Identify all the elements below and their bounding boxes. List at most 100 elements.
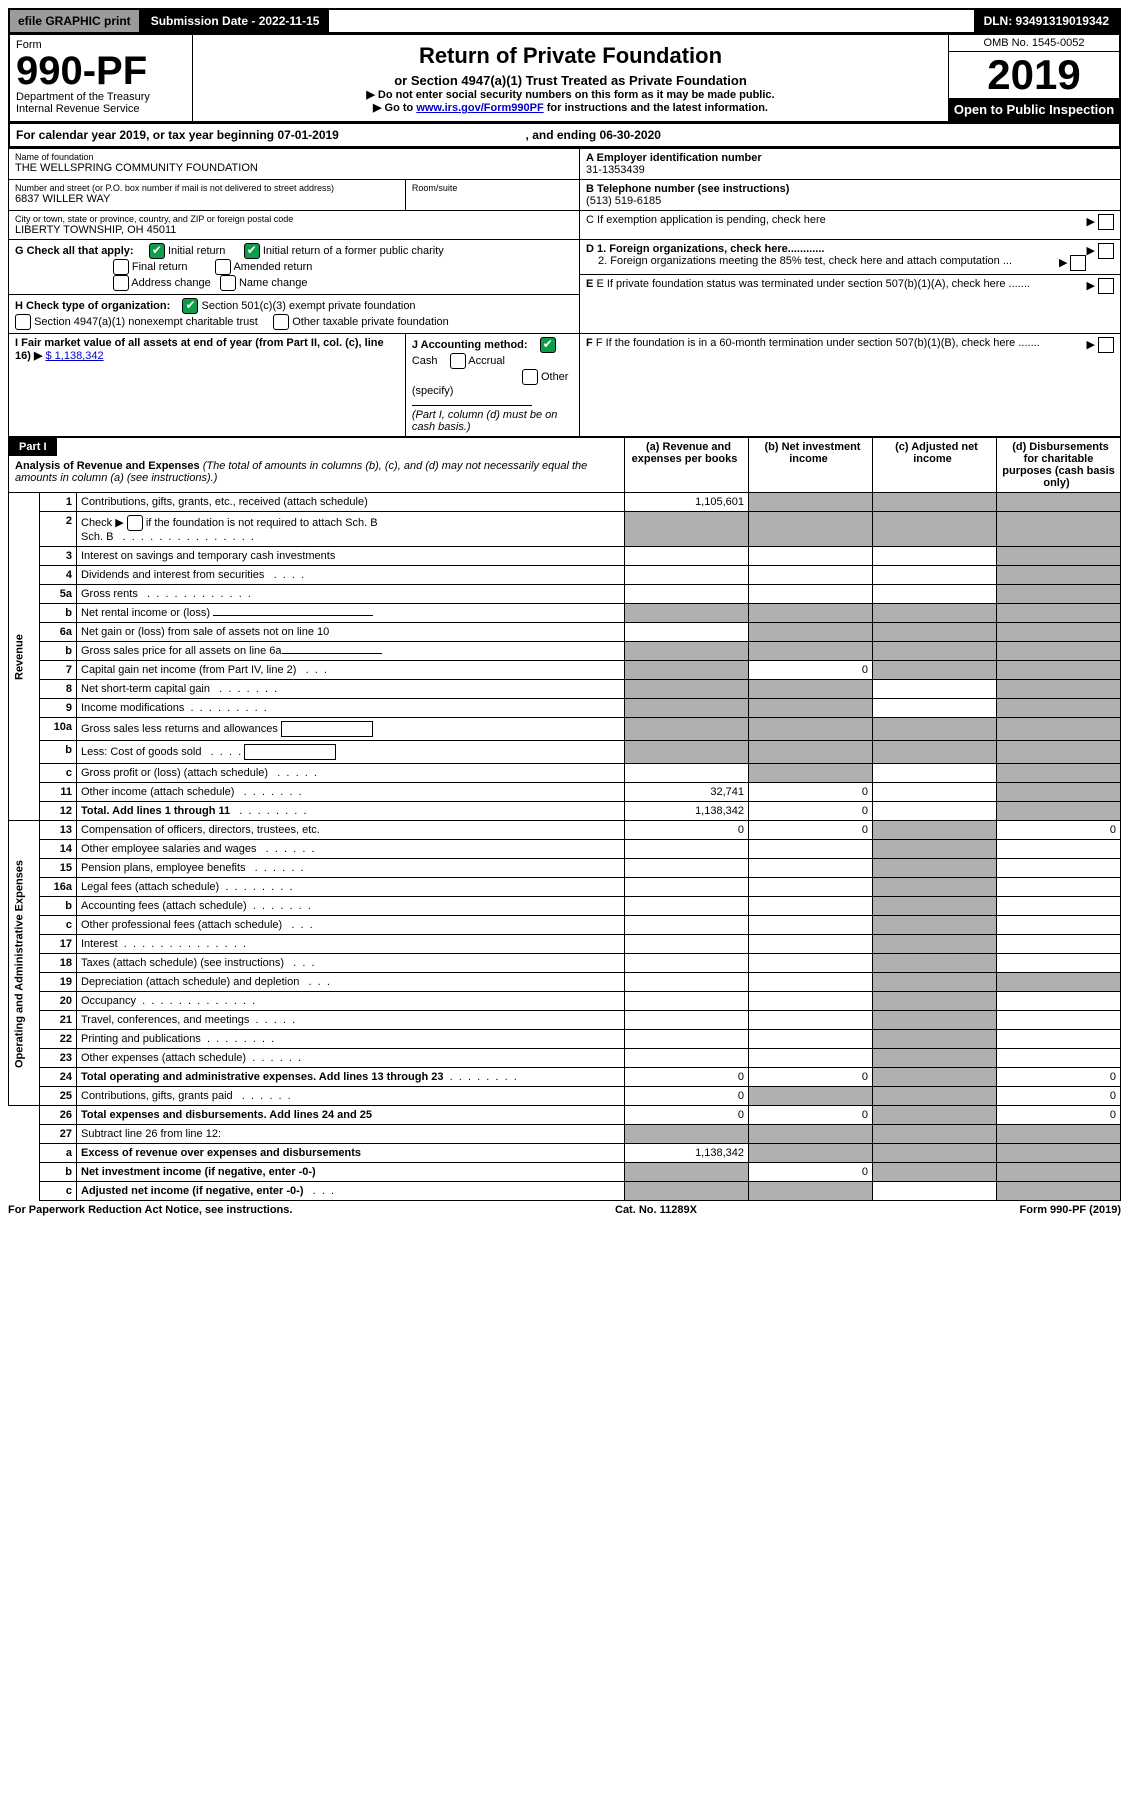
table-row: 19Depreciation (attach schedule) and dep… <box>9 973 1121 992</box>
city-label: City or town, state or province, country… <box>15 214 573 224</box>
c-pending-checkbox[interactable] <box>1098 214 1114 230</box>
table-row: 2 Check ▶ if the foundation is not requi… <box>9 512 1121 547</box>
h-501c3-checkbox[interactable]: ✔ <box>182 298 198 314</box>
table-row: bLess: Cost of goods sold . . . . <box>9 741 1121 764</box>
room-suite-label: Room/suite <box>412 183 573 193</box>
dln-label: DLN: 93491319019342 <box>974 10 1119 32</box>
tax-year: 2019 <box>949 52 1119 98</box>
table-row: 21Travel, conferences, and meetings . . … <box>9 1011 1121 1030</box>
d1-checkbox[interactable] <box>1098 243 1114 259</box>
table-row: 25Contributions, gifts, grants paid . . … <box>9 1087 1121 1106</box>
address-change-checkbox[interactable] <box>113 275 129 291</box>
f-label: F If the foundation is in a 60-month ter… <box>596 337 1040 349</box>
line2-desc: Check ▶ if the foundation is not require… <box>77 512 625 547</box>
paperwork-notice: For Paperwork Reduction Act Notice, see … <box>8 1204 292 1216</box>
e-checkbox[interactable] <box>1098 278 1114 294</box>
form-footer-label: Form 990-PF (2019) <box>1020 1204 1121 1216</box>
h-4947-checkbox[interactable] <box>15 314 31 330</box>
j-other-label: Other (specify) <box>412 371 569 397</box>
irs-link[interactable]: www.irs.gov/Form990PF <box>416 102 543 114</box>
part1-title: Analysis of Revenue and Expenses <box>15 460 200 472</box>
table-row: 17Interest . . . . . . . . . . . . . . <box>9 935 1121 954</box>
table-row: 14Other employee salaries and wages . . … <box>9 840 1121 859</box>
table-row: cGross profit or (loss) (attach schedule… <box>9 764 1121 783</box>
j-accrual-checkbox[interactable] <box>450 353 466 369</box>
j-note: (Part I, column (d) must be on cash basi… <box>412 409 558 433</box>
col-c-header: (c) Adjusted net income <box>891 441 978 465</box>
table-row: 10aGross sales less returns and allowanc… <box>9 718 1121 741</box>
city-value: LIBERTY TOWNSHIP, OH 45011 <box>15 224 573 236</box>
j-label: J Accounting method: <box>412 339 528 351</box>
name-change-checkbox[interactable] <box>220 275 236 291</box>
g-label: G Check all that apply: <box>15 245 134 257</box>
h-other-checkbox[interactable] <box>273 314 289 330</box>
d1-label: D 1. Foreign organizations, check here..… <box>586 243 824 255</box>
table-row: 4Dividends and interest from securities … <box>9 566 1121 585</box>
table-row: 24Total operating and administrative exp… <box>9 1068 1121 1087</box>
d2-label: 2. Foreign organizations meeting the 85%… <box>586 255 1012 267</box>
final-return-checkbox[interactable] <box>113 259 129 275</box>
h-other-label: Other taxable private foundation <box>292 316 449 328</box>
c-pending-label: C If exemption application is pending, c… <box>586 214 826 226</box>
table-row: 20Occupancy . . . . . . . . . . . . . <box>9 992 1121 1011</box>
table-row: 22Printing and publications . . . . . . … <box>9 1030 1121 1049</box>
foundation-name: THE WELLSPRING COMMUNITY FOUNDATION <box>15 162 573 174</box>
part1-table: Part I Analysis of Revenue and Expenses … <box>8 437 1121 1201</box>
line2-checkbox[interactable] <box>127 515 143 531</box>
final-return-label: Final return <box>132 261 188 273</box>
initial-return-label: Initial return <box>168 245 225 257</box>
j-cash-checkbox[interactable]: ✔ <box>540 337 556 353</box>
dept-treasury: Department of the Treasury <box>16 91 186 103</box>
table-row: cAdjusted net income (if negative, enter… <box>9 1182 1121 1201</box>
address-value: 6837 WILLER WAY <box>15 193 399 205</box>
page-footer: For Paperwork Reduction Act Notice, see … <box>8 1201 1121 1216</box>
f-checkbox[interactable] <box>1098 337 1114 353</box>
opexp-side-label: Operating and Administrative Expenses <box>9 821 40 1106</box>
form-subtitle: or Section 4947(a)(1) Trust Treated as P… <box>199 73 942 88</box>
table-row: cOther professional fees (attach schedul… <box>9 916 1121 935</box>
table-row: 8Net short-term capital gain . . . . . .… <box>9 680 1121 699</box>
table-row: Operating and Administrative Expenses 13… <box>9 821 1121 840</box>
ein-value: 31-1353439 <box>586 164 645 176</box>
part1-label: Part I <box>9 438 57 456</box>
catalog-number: Cat. No. 11289X <box>615 1204 697 1216</box>
efile-print-button[interactable]: efile GRAPHIC print <box>10 10 141 32</box>
table-row: 6aNet gain or (loss) from sale of assets… <box>9 623 1121 642</box>
initial-return-checkbox[interactable]: ✔ <box>149 243 165 259</box>
line1-desc: Contributions, gifts, grants, etc., rece… <box>77 493 625 512</box>
top-bar: efile GRAPHIC print Submission Date - 20… <box>8 8 1121 34</box>
j-accrual-label: Accrual <box>468 355 505 367</box>
j-other-checkbox[interactable] <box>522 369 538 385</box>
phone-value: (513) 519-6185 <box>586 195 661 207</box>
d2-checkbox[interactable] <box>1070 255 1086 271</box>
revenue-side-label: Revenue <box>9 493 40 821</box>
table-row: 15Pension plans, employee benefits . . .… <box>9 859 1121 878</box>
table-row: 3Interest on savings and temporary cash … <box>9 547 1121 566</box>
i-fmv-value[interactable]: $ 1,138,342 <box>45 350 103 362</box>
table-row: 11Other income (attach schedule) . . . .… <box>9 783 1121 802</box>
col-a-header: (a) Revenue and expenses per books <box>632 441 742 465</box>
table-row: 16aLegal fees (attach schedule) . . . . … <box>9 878 1121 897</box>
table-row: bGross sales price for all assets on lin… <box>9 642 1121 661</box>
table-row: 27Subtract line 26 from line 12: <box>9 1125 1121 1144</box>
table-row: 26Total expenses and disbursements. Add … <box>9 1106 1121 1125</box>
form-number: 990-PF <box>16 51 186 91</box>
j-cash-label: Cash <box>412 355 438 367</box>
amended-return-label: Amended return <box>233 261 312 273</box>
col-b-header: (b) Net investment income <box>761 441 861 465</box>
irs-label: Internal Revenue Service <box>16 103 186 115</box>
e-label: E If private foundation status was termi… <box>596 278 1030 290</box>
table-row: bAccounting fees (attach schedule) . . .… <box>9 897 1121 916</box>
calendar-year-row: For calendar year 2019, or tax year begi… <box>9 124 1120 148</box>
table-row: 12Total. Add lines 1 through 11 . . . . … <box>9 802 1121 821</box>
amended-return-checkbox[interactable] <box>215 259 231 275</box>
h-4947-label: Section 4947(a)(1) nonexempt charitable … <box>34 316 258 328</box>
name-change-label: Name change <box>239 277 308 289</box>
open-to-public: Open to Public Inspection <box>949 98 1119 121</box>
h-501c3-label: Section 501(c)(3) exempt private foundat… <box>202 300 416 312</box>
table-row: bNet rental income or (loss) <box>9 604 1121 623</box>
initial-former-checkbox[interactable]: ✔ <box>244 243 260 259</box>
phone-label: B Telephone number (see instructions) <box>586 183 789 195</box>
initial-former-label: Initial return of a former public charit… <box>263 245 444 257</box>
h-label: H Check type of organization: <box>15 300 170 312</box>
